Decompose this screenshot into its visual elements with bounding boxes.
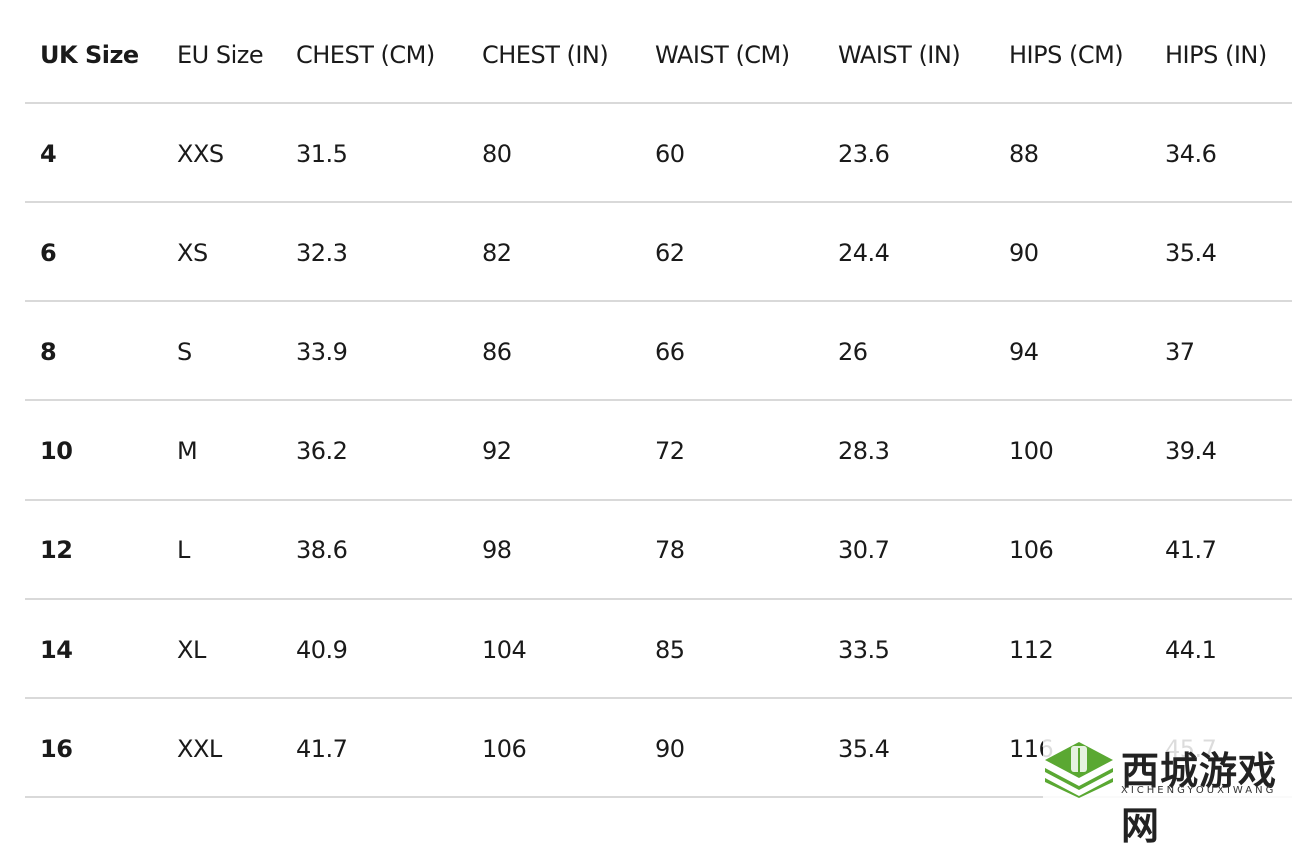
row-divider	[25, 697, 1292, 699]
table-cell: 92	[482, 437, 512, 466]
table-row: 8 S 33.9 86 66 26 94 37	[25, 302, 1292, 402]
table-cell: XXS	[177, 139, 224, 168]
table-cell: 10	[40, 437, 73, 466]
table-cell: 106	[482, 734, 527, 763]
table-cell: 8	[40, 337, 57, 366]
table-cell: 35.4	[838, 734, 890, 763]
table-cell: 30.7	[838, 536, 890, 565]
table-cell: 44.1	[1165, 635, 1217, 664]
wheat-logo-icon	[1045, 742, 1113, 798]
table-cell: 66	[655, 337, 685, 366]
column-header: EU Size	[177, 40, 264, 69]
column-header: HIPS (CM)	[1009, 40, 1124, 69]
row-divider	[25, 300, 1292, 303]
table-row: 14 XL 40.9 104 85 33.5 112 44.1	[25, 600, 1292, 699]
column-header: WAIST (IN)	[838, 40, 961, 69]
table-cell: 100	[1009, 437, 1054, 466]
table-row: 12 L 38.6 98 78 30.7 106 41.7	[25, 501, 1292, 600]
table-cell: 37	[1165, 337, 1195, 366]
table-cell: 31.5	[296, 139, 348, 168]
column-header: CHEST (CM)	[296, 40, 435, 69]
table-cell: 90	[1009, 238, 1039, 267]
table-cell: S	[177, 337, 192, 366]
column-header: WAIST (CM)	[655, 40, 790, 69]
table-cell: 16	[40, 734, 73, 763]
watermark-subtitle: XICHENGYOUXIWANG	[1121, 785, 1277, 796]
table-cell: 38.6	[296, 536, 348, 565]
table-cell: 82	[482, 238, 512, 267]
table-cell: 60	[655, 139, 685, 168]
row-divider	[25, 796, 1292, 799]
table-cell: 36.2	[296, 437, 348, 466]
table-cell: 26	[838, 337, 868, 366]
table-cell: 62	[655, 238, 685, 267]
table-cell: 94	[1009, 337, 1039, 366]
table-cell: 98	[482, 536, 512, 565]
table-cell: 112	[1009, 635, 1054, 664]
column-header: UK Size	[40, 40, 139, 69]
table-cell: 24.4	[838, 238, 890, 267]
table-cell: 104	[482, 635, 527, 664]
watermark-logo: 西城游戏网 XICHENGYOUXIWANG	[1043, 738, 1293, 848]
table-cell: 6	[40, 238, 57, 267]
table-cell: 35.4	[1165, 238, 1217, 267]
row-divider	[25, 399, 1292, 402]
column-header: CHEST (IN)	[482, 40, 609, 69]
row-divider	[25, 597, 1292, 600]
table-cell: 14	[40, 635, 73, 664]
column-header: HIPS (IN)	[1165, 40, 1267, 69]
table-cell: 41.7	[296, 734, 348, 763]
table-cell: 72	[655, 437, 685, 466]
table-cell: 80	[482, 139, 512, 168]
row-divider	[25, 102, 1292, 104]
table-cell: L	[177, 536, 190, 565]
table-cell: XL	[177, 635, 206, 664]
table-cell: 85	[655, 635, 685, 664]
table-cell: 39.4	[1165, 437, 1217, 466]
table-cell: 90	[655, 734, 685, 763]
table-cell: 33.9	[296, 337, 348, 366]
table-cell: 4	[40, 139, 57, 168]
table-cell: XS	[177, 238, 208, 267]
table-cell: 40.9	[296, 635, 348, 664]
table-cell: 28.3	[838, 437, 890, 466]
table-cell: 34.6	[1165, 139, 1217, 168]
table-cell: 33.5	[838, 635, 890, 664]
table-cell: 12	[40, 536, 73, 565]
table-cell: 23.6	[838, 139, 890, 168]
header-row: UK Size EU Size CHEST (CM) CHEST (IN) WAIST …	[25, 5, 1292, 104]
row-divider	[25, 201, 1292, 203]
table-cell: XXL	[177, 734, 222, 763]
row-divider	[25, 498, 1292, 501]
table-cell: M	[177, 437, 198, 466]
table-cell: 88	[1009, 139, 1039, 168]
table-cell: 41.7	[1165, 536, 1217, 565]
table-row: 10 M 36.2 92 72 28.3 100 39.4	[25, 402, 1292, 501]
table-row: 6 XS 32.3 82 62 24.4 90 35.4	[25, 203, 1292, 303]
table-cell: 78	[655, 536, 685, 565]
table-cell: 32.3	[296, 238, 348, 267]
table-cell: 86	[482, 337, 512, 366]
table-cell: 106	[1009, 536, 1054, 565]
table-row: 4 XXS 31.5 80 60 23.6 88 34.6	[25, 104, 1292, 203]
